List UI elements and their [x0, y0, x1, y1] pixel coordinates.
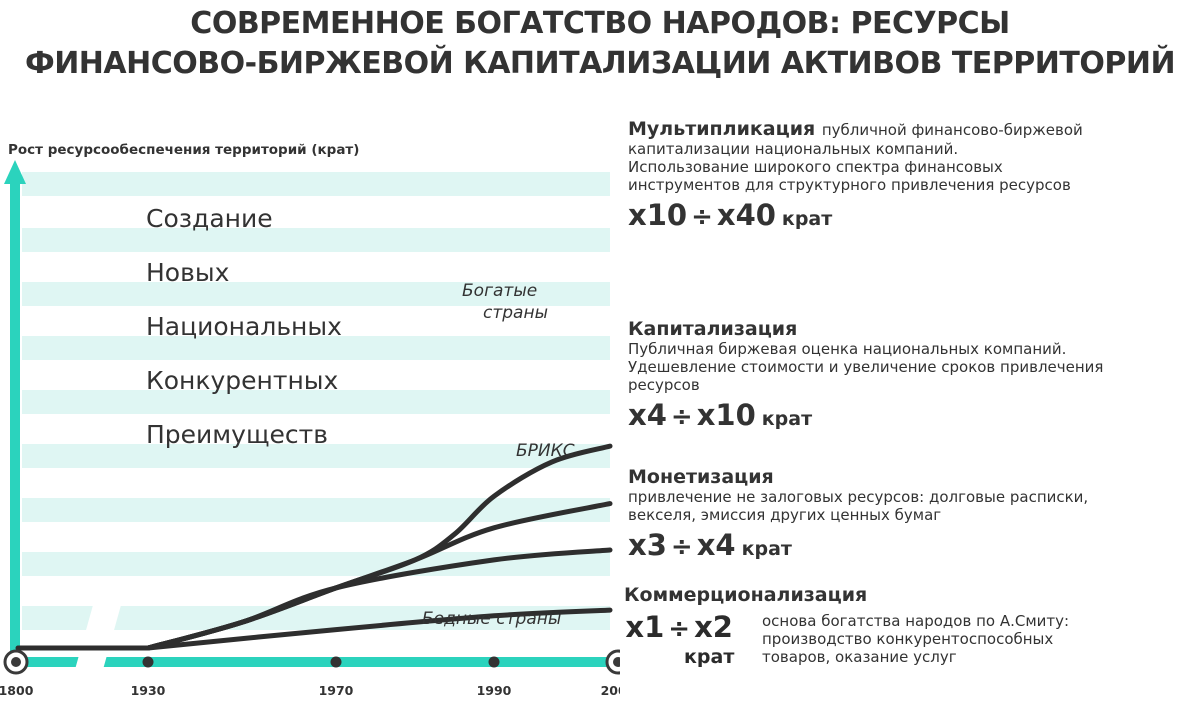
chart-title: СОВРЕМЕННОЕ БОГАТСТВО НАРОДОВ: РЕСУРСЫ Ф…	[0, 4, 1200, 84]
curves	[15, 443, 613, 651]
background-stripe	[22, 282, 610, 306]
brics-label: БРИКС	[516, 441, 575, 461]
x-tick-label: 1930	[131, 683, 166, 698]
x-tick-label: 1970	[319, 683, 354, 698]
x-tick-label: 1990	[477, 683, 512, 698]
chart-title-line-2: ФИНАНСОВО-БИРЖЕВОЙ КАПИТАЛИЗАЦИИ АКТИВОВ…	[24, 46, 1176, 81]
stage-capitalization-line-1: Публичная биржевая оценка национальных к…	[628, 340, 1067, 358]
stage-multiplication-line-2: Использование широкого спектра финансовы…	[628, 158, 1003, 176]
stage-commercialization-description: основа богатства народов по А.Смиту: про…	[762, 612, 1069, 666]
growth-chart: 18001930197019902000гг БогатыестраныБРИК…	[0, 160, 620, 709]
stage-multiplication-line-3: инструментов для структурного привлечени…	[628, 176, 1071, 194]
slogan: Создание Новых Национальных Конкурентных…	[146, 192, 342, 462]
divide-icon: ÷	[691, 202, 713, 232]
background-stripe	[22, 606, 610, 630]
slogan-line-3: Национальных	[146, 312, 342, 341]
tick-marker	[488, 656, 500, 668]
stage-multiplication-line-1: капитализации национальных компаний.	[628, 140, 959, 158]
multiplier-from: x1	[625, 610, 665, 644]
stage-monetization: Монетизация привлечение не залоговых рес…	[628, 466, 1194, 562]
stage-multiplication-heading: Мультипликация публичной финансово-бирже…	[628, 118, 1194, 140]
stage-capitalization-line-3: ресурсов	[628, 376, 700, 394]
stage-multiplication-subtitle: публичной финансово-биржевой	[821, 121, 1083, 139]
multiplier-to: x2	[694, 610, 733, 644]
slogan-line-2: Новых	[146, 258, 230, 287]
stage-commercialization-line-2: производство конкурентоспособных	[762, 630, 1054, 648]
stage-monetization-line-2: векселя, эмиссия других ценных бумаг	[628, 506, 942, 524]
stage-monetization-line-1: привлечение не залоговых ресурсов: долго…	[628, 488, 1089, 506]
poor-countries-curve	[145, 607, 613, 651]
poor-countries-label: Бедные страны	[422, 609, 561, 629]
stage-capitalization: Капитализация Публичная биржевая оценка …	[628, 318, 1194, 432]
background-stripe	[22, 390, 610, 414]
stage-commercialization: Коммерционализация	[624, 584, 1194, 606]
tick-marker	[142, 656, 154, 668]
axis-break-mark	[64, 580, 128, 709]
x-axis	[15, 580, 620, 709]
multiplier-to: x10	[696, 398, 756, 432]
multiplier-range: x1 ÷ x2	[624, 610, 734, 646]
x-axis-ticks: 18001930197019902000гг	[0, 649, 620, 698]
stage-commercialization-line-3: товаров, оказание услуг	[762, 648, 957, 666]
stage-capitalization-line-2: Удешевление стоимости и увеличение сроко…	[628, 358, 1104, 376]
slogan-line-1: Создание	[146, 204, 273, 233]
divide-icon: ÷	[670, 532, 693, 562]
stage-commercialization-title: Коммерционализация	[624, 584, 868, 606]
multiplier-from: x4	[628, 398, 667, 432]
background-stripe	[22, 498, 610, 522]
stage-monetization-title: Монетизация	[628, 466, 774, 488]
divide-icon: ÷	[670, 402, 693, 432]
background-stripe	[22, 444, 610, 468]
slogan-line-5: Преимуществ	[146, 420, 328, 449]
multiplier-to: x4	[696, 528, 736, 562]
stage-multiplication-multiplier: x10 ÷ x40 крат	[628, 198, 1194, 232]
chart-title-line-1: СОВРЕМЕННОЕ БОГАТСТВО НАРОДОВ: РЕСУРСЫ	[190, 6, 1010, 41]
stage-commercialization-multiplier: x1 ÷ x2 крат	[624, 610, 734, 668]
background-stripe	[22, 336, 610, 360]
stage-monetization-multiplier: x3 ÷ x4 крат	[628, 528, 1194, 562]
multiplier-unit: крат	[684, 646, 735, 668]
tick-marker-dot	[613, 657, 620, 667]
stage-capitalization-title: Капитализация	[628, 318, 798, 340]
multiplier-unit: крат	[761, 408, 813, 430]
x-tick-label: 1800	[0, 683, 34, 698]
background-stripe	[22, 228, 610, 252]
background-stripes	[22, 172, 610, 630]
stage-multiplication-title: Мультипликация	[628, 118, 816, 140]
y-axis	[4, 160, 26, 662]
y-axis-label: Рост ресурсообеспечения территорий (крат…	[8, 142, 360, 158]
multiplier-from: x3	[628, 528, 667, 562]
middle-countries-curve	[145, 547, 613, 651]
multiplier-unit: крат	[741, 538, 792, 560]
multiplier-unit: крат	[781, 208, 833, 230]
tick-marker	[330, 656, 342, 668]
stage-commercialization-line-1: основа богатства народов по А.Смиту:	[762, 612, 1070, 630]
stage-capitalization-multiplier: x4 ÷ x10 крат	[628, 398, 1194, 432]
y-axis-arrow-icon	[4, 160, 26, 184]
tick-marker-dot	[11, 657, 21, 667]
slogan-line-4: Конкурентных	[146, 366, 339, 395]
rich-countries-label-line-2: страны	[483, 303, 548, 323]
multiplier-from: x10	[628, 198, 688, 232]
multiplier-to: x40	[716, 198, 776, 232]
background-stripe	[22, 172, 610, 196]
stage-multiplication: Мультипликация публичной финансово-бирже…	[628, 118, 1194, 232]
rich-countries-label-line-1: Богатые	[462, 281, 537, 301]
x-tick-label: 2000	[601, 683, 620, 698]
divide-icon: ÷	[668, 614, 691, 644]
